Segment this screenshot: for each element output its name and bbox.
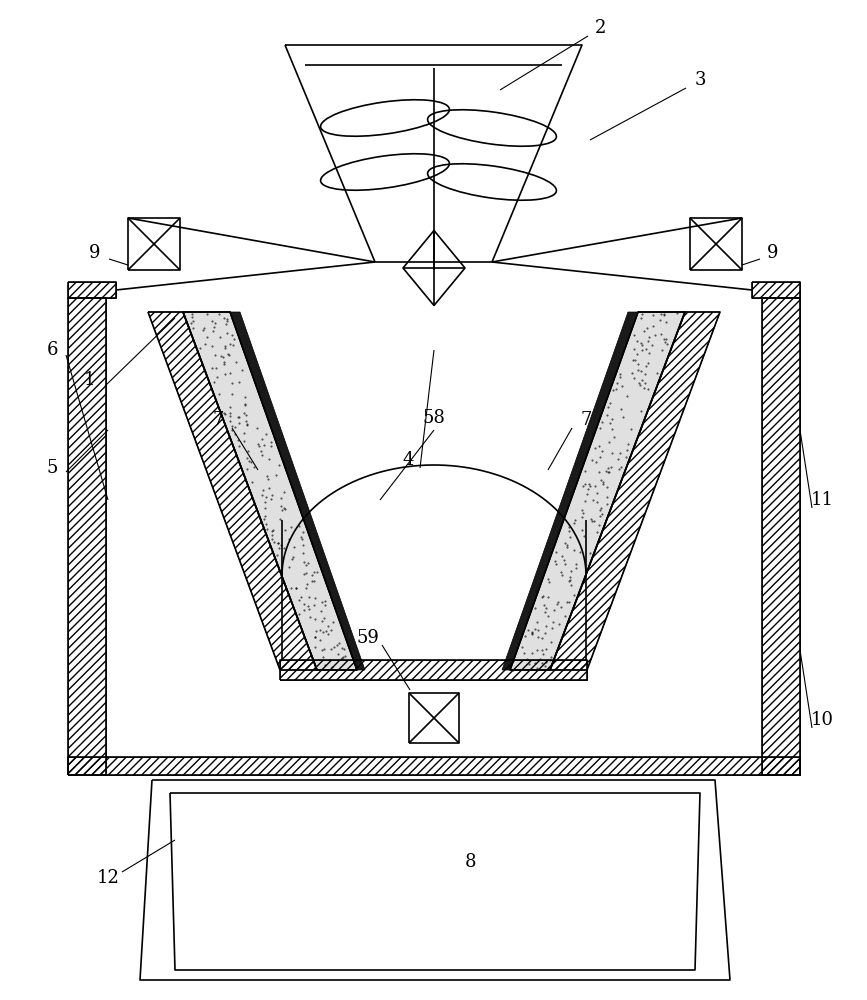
Text: 11: 11 (811, 491, 833, 509)
Text: 7: 7 (212, 411, 224, 429)
Text: 5: 5 (46, 459, 58, 477)
Text: 9: 9 (89, 244, 101, 262)
Text: 1: 1 (84, 371, 95, 389)
Polygon shape (183, 312, 357, 670)
Text: 59: 59 (356, 629, 380, 647)
Text: 6: 6 (46, 341, 58, 359)
Polygon shape (502, 312, 638, 670)
Text: 3: 3 (694, 71, 706, 89)
Text: 58: 58 (422, 409, 446, 427)
Text: 12: 12 (96, 869, 120, 887)
Text: 2: 2 (594, 19, 606, 37)
Polygon shape (230, 312, 365, 670)
Text: 10: 10 (811, 711, 833, 729)
Polygon shape (510, 312, 685, 670)
Text: 7: 7 (580, 411, 591, 429)
Text: 4: 4 (402, 451, 414, 469)
Text: 9: 9 (767, 244, 779, 262)
Text: 8: 8 (464, 853, 476, 871)
